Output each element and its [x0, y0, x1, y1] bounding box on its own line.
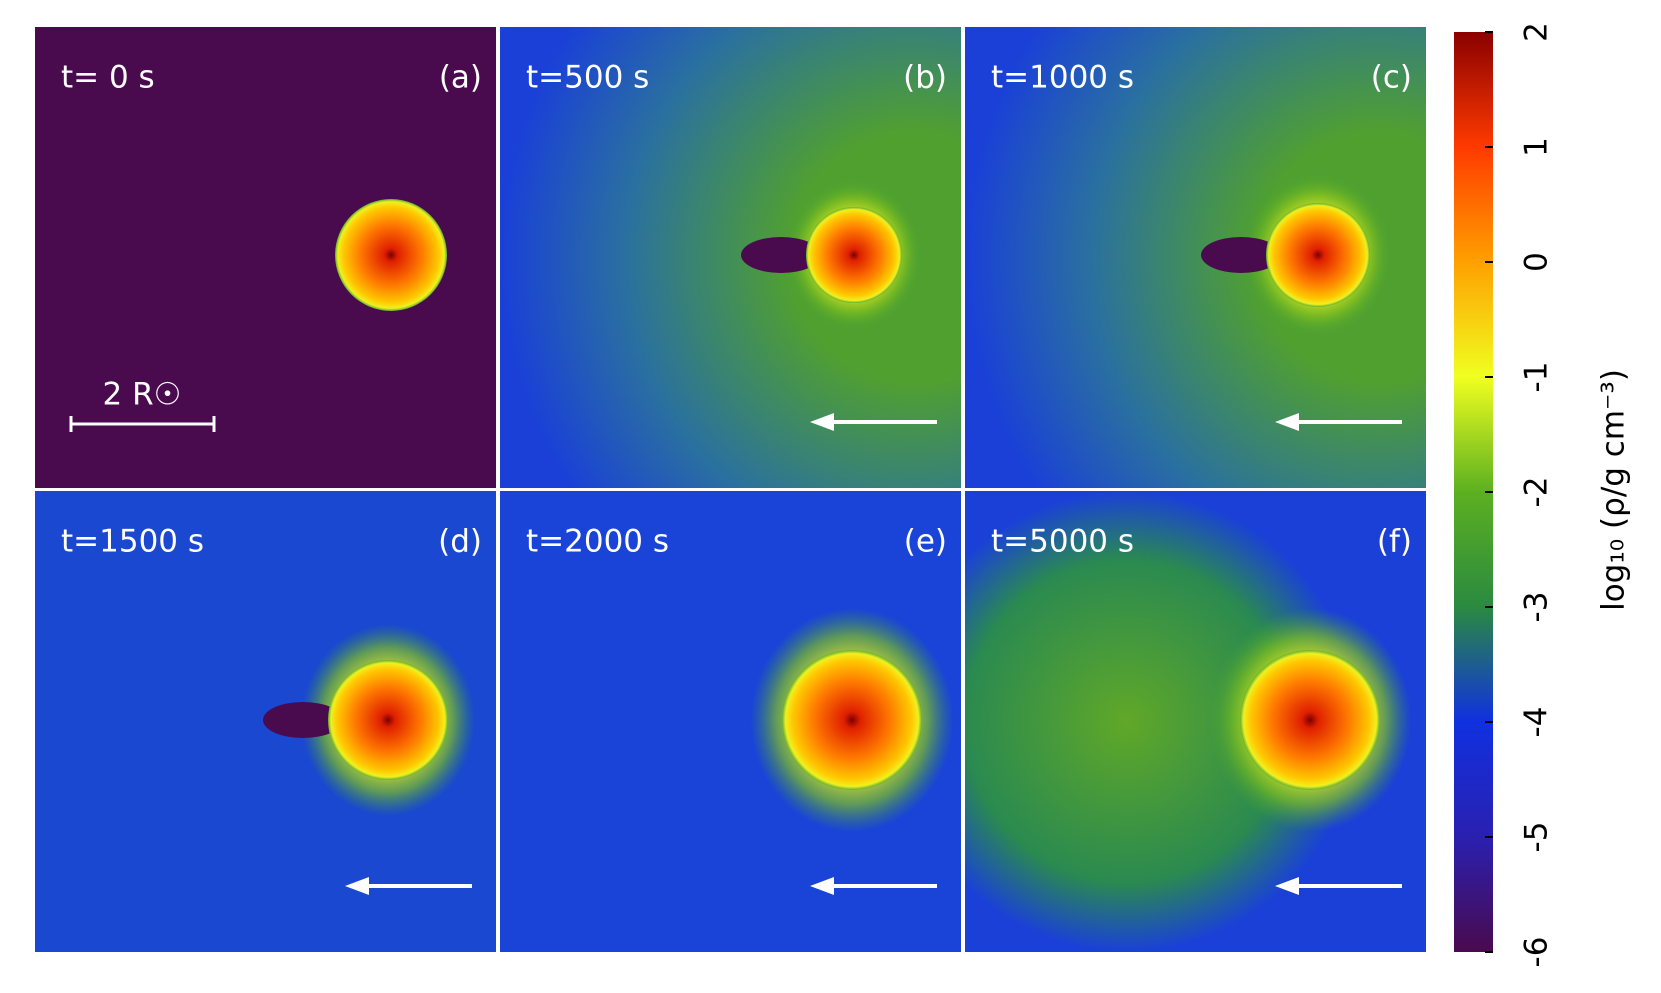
- time-label: t=2000 s: [526, 524, 669, 560]
- tick-label: -6: [1519, 937, 1555, 968]
- star: [328, 660, 448, 780]
- arrow-head: [1275, 877, 1299, 895]
- tick-label: 2: [1519, 22, 1555, 42]
- time-label: t=5000 s: [991, 524, 1134, 560]
- tick-label: -5: [1519, 822, 1555, 853]
- panel-label: (c): [1371, 60, 1412, 96]
- tick-label: -4: [1519, 707, 1555, 738]
- star: [1266, 203, 1370, 307]
- panel-label: (f): [1377, 524, 1412, 560]
- time-label: t=500 s: [526, 60, 649, 96]
- arrow-head: [810, 413, 834, 431]
- panel-label: (a): [439, 60, 482, 96]
- panel-label: (b): [903, 60, 947, 96]
- tick-label: 0: [1519, 252, 1555, 272]
- colorbar-label: log₁₀ (ρ/g cm⁻³): [1596, 369, 1632, 611]
- tick-label: -2: [1519, 477, 1555, 508]
- tick-label: 1: [1519, 137, 1555, 157]
- wake: [263, 702, 343, 738]
- arrow-head: [1275, 413, 1299, 431]
- time-label: t= 0 s: [61, 60, 155, 96]
- panels: t= 0 s (a) t=500 s (b) t=1000 s (c) t=1500 s (d…: [35, 27, 1426, 952]
- star: [1240, 650, 1380, 790]
- tick-label: -1: [1519, 362, 1555, 393]
- time-label: t=1000 s: [991, 60, 1134, 96]
- wake: [1201, 237, 1281, 273]
- star: [806, 207, 902, 303]
- panel-label: (e): [904, 524, 947, 560]
- wake: [741, 237, 821, 273]
- star: [782, 650, 922, 790]
- star: [335, 199, 447, 311]
- scale-bar-label: 2 R☉: [103, 377, 182, 413]
- arrow-head: [345, 877, 369, 895]
- arrow-head: [810, 877, 834, 895]
- time-label: t=1500 s: [61, 524, 204, 560]
- panel-label: (d): [438, 524, 482, 560]
- tick-label: -3: [1519, 592, 1555, 623]
